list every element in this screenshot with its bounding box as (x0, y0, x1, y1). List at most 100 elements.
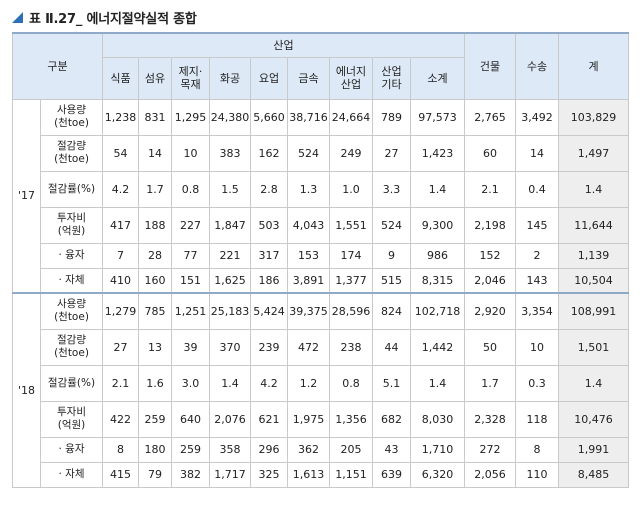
value-cell: 1,377 (329, 267, 373, 294)
value-cell: 1,151 (329, 461, 373, 488)
value-cell: 102,718 (409, 292, 466, 330)
year-cell: '18 (12, 292, 41, 488)
table-row: 투자비 (억원) 417 188 227 1,847 503 4,043 1,551 524 9,3… (13, 206, 630, 244)
row-label: 투자비 (억원) (40, 400, 103, 438)
value-cell: 9 (372, 242, 411, 269)
triangle-marker-icon (12, 11, 23, 23)
total-cell: 10,476 (558, 400, 630, 438)
value-cell: 1.6 (138, 364, 172, 402)
value-cell: 2,765 (464, 98, 517, 136)
value-cell: 296 (250, 436, 288, 463)
header-col: 식품 (102, 56, 139, 100)
row-label: 절감률(%) (40, 364, 103, 402)
value-cell: 249 (329, 134, 373, 172)
value-cell: 5,660 (250, 98, 288, 136)
header-col: 요업 (250, 56, 288, 100)
value-cell: 188 (138, 206, 172, 244)
value-cell: 13 (138, 328, 172, 366)
value-cell: 2 (515, 242, 560, 269)
value-cell: 785 (138, 292, 172, 330)
value-cell: 221 (209, 242, 251, 269)
value-cell: 1,356 (329, 400, 373, 438)
value-cell: 382 (171, 461, 210, 488)
value-cell: 410 (102, 267, 139, 294)
value-cell: 1,442 (409, 328, 466, 366)
value-cell: 272 (464, 436, 517, 463)
table-row: '17 사용량 (천toe) 1,238 831 1,295 24,380 5,660 38,7… (12, 98, 630, 294)
value-cell: 1,847 (209, 206, 251, 244)
value-cell: 50 (464, 328, 517, 366)
table-row: '18 사용량 (천toe) 1,279 785 1,251 25,183 5,424 39,3… (12, 292, 630, 488)
total-cell: 1,501 (558, 328, 630, 366)
table-row: · 융자 7 28 77 221 317 153 174 9 986 152 2 1,139 (13, 242, 630, 269)
value-cell: 160 (138, 267, 172, 294)
table-row: · 융자 8 180 259 358 296 362 205 43 1,710 272 8 1,991 (13, 436, 630, 463)
value-cell: 118 (515, 400, 560, 438)
value-cell: 2.1 (102, 364, 139, 402)
value-cell: 362 (287, 436, 330, 463)
value-cell: 1,251 (171, 292, 210, 330)
header-col: 섬유 (138, 56, 172, 100)
value-cell: 186 (250, 267, 288, 294)
value-cell: 25,183 (209, 292, 251, 330)
value-cell: 325 (250, 461, 288, 488)
value-cell: 10 (171, 134, 210, 172)
row-label: · 자체 (40, 461, 103, 488)
header-industry-group: 산업 (101, 32, 466, 58)
value-cell: 28 (138, 242, 172, 269)
value-cell: 4,043 (287, 206, 330, 244)
value-cell: 44 (372, 328, 411, 366)
value-cell: 10 (515, 328, 560, 366)
total-cell: 1.4 (558, 364, 630, 402)
value-cell: 79 (138, 461, 172, 488)
header-col: 수송 (515, 32, 560, 100)
table-header: 구분 산업 건물 수송 계 식품 섬유 제지· 목재 화공 요업 금속 에너지 산업 산업 기타 소계 (12, 32, 630, 100)
row-label: 사용량 (천toe) (40, 292, 103, 330)
value-cell: 3,891 (287, 267, 330, 294)
value-cell: 0.8 (171, 170, 210, 208)
value-cell: 2.8 (250, 170, 288, 208)
value-cell: 8,030 (409, 400, 466, 438)
total-cell: 10,504 (558, 267, 630, 294)
value-cell: 2,076 (209, 400, 251, 438)
table-title-bar: 표 Ⅱ.27_ 에너지절약실적 종합 (12, 6, 197, 28)
value-cell: 145 (515, 206, 560, 244)
table-row: 절감량 (천toe) 54 14 10 383 162 524 249 27 1,423 60 14 1,… (13, 134, 630, 172)
value-cell: 38,716 (287, 98, 330, 136)
value-cell: 472 (287, 328, 330, 366)
value-cell: 2,046 (464, 267, 517, 294)
value-cell: 174 (329, 242, 373, 269)
value-cell: 2,056 (464, 461, 517, 488)
value-cell: 162 (250, 134, 288, 172)
table-body: '17 사용량 (천toe) 1,238 831 1,295 24,380 5,660 38,7… (12, 98, 630, 488)
total-cell: 103,829 (558, 98, 630, 136)
value-cell: 1.0 (329, 170, 373, 208)
row-label: 사용량 (천toe) (40, 98, 103, 136)
total-cell: 8,485 (558, 461, 630, 488)
value-cell: 27 (372, 134, 411, 172)
value-cell: 1.3 (287, 170, 330, 208)
value-cell: 1,551 (329, 206, 373, 244)
header-col: 소계 (409, 56, 466, 100)
value-cell: 1.5 (209, 170, 251, 208)
row-label: 투자비 (억원) (40, 206, 103, 244)
value-cell: 7 (102, 242, 139, 269)
total-cell: 1.4 (558, 170, 630, 208)
row-label: 절감량 (천toe) (40, 328, 103, 366)
value-cell: 1,279 (102, 292, 139, 330)
value-cell: 1,625 (209, 267, 251, 294)
header-col: 건물 (464, 32, 517, 100)
value-cell: 39 (171, 328, 210, 366)
value-cell: 54 (102, 134, 139, 172)
value-cell: 8,315 (409, 267, 466, 294)
value-cell: 422 (102, 400, 139, 438)
value-cell: 2.1 (464, 170, 517, 208)
value-cell: 24,380 (209, 98, 251, 136)
value-cell: 986 (409, 242, 466, 269)
table-row: 투자비 (억원) 422 259 640 2,076 621 1,975 1,356 682 8,0… (13, 400, 630, 438)
row-label: · 융자 (40, 242, 103, 269)
total-cell: 11,644 (558, 206, 630, 244)
value-cell: 524 (287, 134, 330, 172)
value-cell: 39,375 (287, 292, 330, 330)
total-cell: 1,991 (558, 436, 630, 463)
